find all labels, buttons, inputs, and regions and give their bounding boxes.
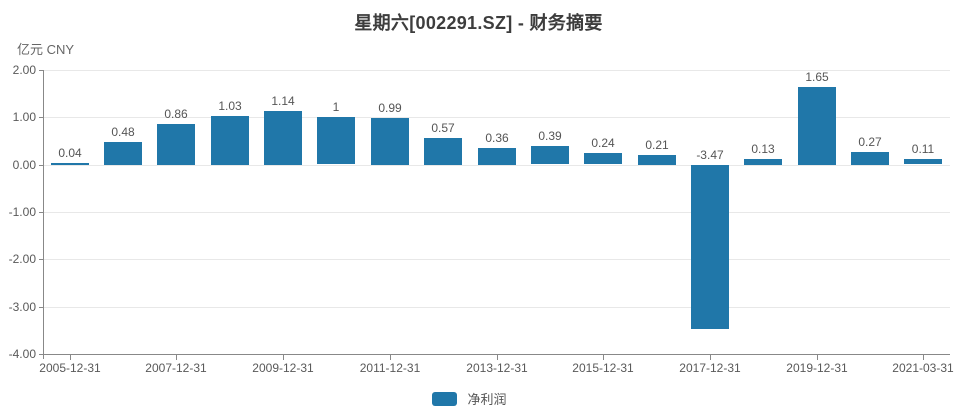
- legend: 净利润: [0, 389, 957, 408]
- gridline: [43, 212, 950, 213]
- x-tick-mark: [176, 355, 177, 360]
- bar-net-profit[interactable]: [584, 153, 622, 164]
- gridline: [43, 165, 950, 166]
- bar-value-label: -3.47: [696, 148, 724, 162]
- x-tick-mark: [390, 355, 391, 360]
- bar-value-label: 0.13: [751, 142, 775, 156]
- bar-net-profit[interactable]: [104, 142, 142, 165]
- gridline: [43, 117, 950, 118]
- gridline: [43, 70, 950, 71]
- bar-value-label: 0.21: [645, 138, 669, 152]
- y-tick-label: -3.00: [8, 300, 36, 314]
- x-tick-label: 2009-12-31: [252, 361, 314, 375]
- bar-value-label: 0.48: [111, 125, 135, 139]
- y-tick-mark: [39, 70, 43, 71]
- x-tick-mark: [710, 355, 711, 360]
- bar-net-profit[interactable]: [317, 117, 355, 164]
- x-tick-mark: [70, 355, 71, 360]
- bar-net-profit[interactable]: [798, 87, 836, 165]
- y-tick-label: -1.00: [8, 205, 36, 219]
- bar-net-profit[interactable]: [531, 146, 569, 164]
- x-tick-mark: [497, 355, 498, 360]
- y-tick-mark: [39, 259, 43, 260]
- bar-net-profit[interactable]: [264, 111, 302, 165]
- x-tick-label: 2005-12-31: [39, 361, 101, 375]
- y-tick-mark: [39, 307, 43, 308]
- bar-net-profit[interactable]: [157, 124, 195, 165]
- y-tick-label: -4.00: [8, 347, 36, 361]
- bar-value-label: 0.24: [591, 136, 615, 150]
- x-tick-label: 2013-12-31: [466, 361, 528, 375]
- x-tick-label: 2007-12-31: [145, 361, 207, 375]
- bar-value-label: 0.99: [378, 101, 402, 115]
- bar-net-profit[interactable]: [851, 152, 889, 165]
- gridline: [43, 307, 950, 308]
- bar-net-profit[interactable]: [51, 163, 89, 165]
- gridline: [43, 259, 950, 260]
- x-tick-label: 2015-12-31: [572, 361, 634, 375]
- bar-value-label: 0.86: [164, 107, 188, 121]
- x-tick-label: 2017-12-31: [679, 361, 741, 375]
- y-tick-mark: [39, 354, 43, 355]
- page-title: 星期六[002291.SZ] - 财务摘要: [354, 13, 603, 33]
- bar-net-profit[interactable]: [691, 165, 729, 329]
- bar-net-profit[interactable]: [478, 148, 516, 165]
- bar-net-profit[interactable]: [744, 159, 782, 165]
- y-tick-label: 0.00: [12, 158, 36, 172]
- bar-value-label: 0.39: [538, 129, 562, 143]
- y-tick-mark: [39, 117, 43, 118]
- x-tick-label: 2019-12-31: [786, 361, 848, 375]
- bar-value-label: 0.27: [858, 135, 882, 149]
- x-tick-mark: [283, 355, 284, 360]
- legend-label: 净利润: [467, 392, 507, 407]
- bar-net-profit[interactable]: [424, 138, 462, 165]
- bar-net-profit[interactable]: [638, 155, 676, 165]
- bar-value-label: 1: [332, 100, 340, 114]
- y-tick-label: 1.00: [12, 110, 36, 124]
- bar-value-label: 0.04: [58, 146, 82, 160]
- bar-net-profit[interactable]: [211, 116, 249, 165]
- legend-swatch: [432, 391, 458, 406]
- x-tick-mark: [923, 355, 924, 360]
- y-axis-line: [43, 70, 44, 359]
- y-tick-label: 2.00: [12, 63, 36, 77]
- x-tick-label: 2011-12-31: [359, 361, 421, 375]
- bar-net-profit[interactable]: [904, 159, 942, 164]
- x-tick-label: 2021-03-31: [892, 361, 954, 375]
- bar-value-label: 0.57: [431, 121, 455, 135]
- x-tick-mark: [817, 355, 818, 360]
- y-tick-label: -2.00: [8, 252, 36, 266]
- bar-net-profit[interactable]: [371, 118, 409, 165]
- bar-value-label: 0.11: [911, 142, 935, 156]
- bar-value-label: 1.03: [218, 99, 242, 113]
- bar-value-label: 0.36: [485, 131, 509, 145]
- bar-value-label: 1.65: [805, 70, 829, 84]
- x-tick-mark: [603, 355, 604, 360]
- y-tick-mark: [39, 165, 43, 166]
- x-axis-line: [43, 354, 950, 355]
- y-axis-unit-label: 亿元 CNY: [17, 42, 75, 57]
- bar-value-label: 1.14: [271, 94, 295, 108]
- y-tick-mark: [39, 212, 43, 213]
- legend-item-net-profit[interactable]: 净利润: [432, 389, 507, 408]
